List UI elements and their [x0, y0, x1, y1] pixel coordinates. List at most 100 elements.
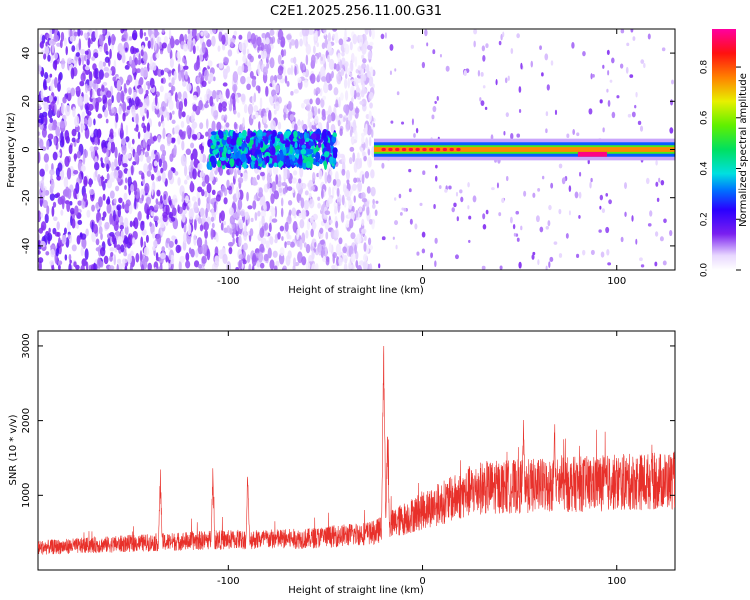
spectrogram-cell: [128, 36, 133, 41]
spectrogram-cell: [545, 265, 548, 270]
spectrogram-cell: [565, 233, 569, 239]
spectrogram-cell: [199, 207, 205, 217]
spectrogram-cell: [152, 135, 158, 142]
spectrogram-cell: [245, 135, 251, 144]
spectrogram-cell: [286, 34, 292, 41]
spectrogram-cell: [278, 160, 284, 167]
colorbar: 0.0 0.2 0.4 0.6 0.8 Normalized spectral ampl…: [700, 29, 749, 277]
spectrogram-cell: [311, 221, 317, 230]
spectrogram-cell: [106, 179, 113, 189]
spectrogram-cell: [149, 77, 155, 89]
spectrogram-cell: [310, 228, 314, 238]
spectrogram-cell: [49, 73, 53, 78]
spectrogram-cell: [125, 124, 129, 136]
spectrogram-cell: [184, 164, 188, 177]
spectrogram-cell: [332, 254, 336, 264]
spectrogram-cell: [369, 263, 373, 270]
spectrogram-cell: [289, 145, 293, 155]
spectrogram-cell: [130, 164, 134, 176]
spectrogram-cell: [281, 236, 284, 241]
spectrogram-cell: [55, 247, 59, 257]
spectrogram-cell: [308, 29, 314, 35]
spectrogram-cell: [444, 189, 448, 193]
spectrogram-cell: [259, 262, 265, 269]
spectrogram-cell: [361, 151, 366, 157]
spectrogram-cell: [434, 237, 438, 244]
spectrogram-cell: [74, 115, 80, 128]
spectrogram-cell: [545, 128, 548, 134]
spectrogram-cell: [271, 207, 276, 218]
spectrogram-cell: [253, 105, 259, 113]
spectrogram-cell: [238, 218, 244, 230]
spectrogram-cell: [349, 146, 355, 152]
spectrogram-cell: [81, 258, 87, 267]
spectrogram-cell: [73, 31, 79, 37]
spectrogram-cell: [46, 33, 50, 39]
spectrogram-cell: [79, 80, 85, 87]
spectrogram-x-tick-label: 100: [607, 276, 626, 287]
spectrogram-cell: [356, 78, 361, 83]
spectrogram-cell: [38, 239, 41, 245]
spectrogram-cell: [140, 263, 145, 270]
spectrogram-cell: [161, 42, 167, 49]
spectrogram-cell: [340, 92, 344, 101]
spectrogram-cell: [240, 153, 247, 163]
spectrogram-cell: [54, 76, 58, 89]
spectrogram-cell: [363, 155, 367, 162]
spectrogram-cell: [57, 260, 63, 266]
spectrogram-cell: [355, 158, 362, 170]
spectrogram-cell: [157, 266, 161, 270]
spectrogram-cell: [240, 93, 246, 103]
spectrogram-cell: [163, 67, 170, 73]
spectrogram-cell: [513, 232, 517, 237]
spectrogram-cell: [140, 188, 146, 199]
spectrogram-cell: [159, 50, 164, 55]
spectrogram-cell: [154, 107, 160, 115]
spectrogram-cell: [100, 232, 103, 241]
spectrogram-cell: [231, 92, 236, 100]
spectrogram-cell: [242, 117, 245, 128]
spectrogram-cell: [128, 87, 132, 96]
spectrogram-cell: [44, 72, 49, 80]
spectrogram-cell: [327, 40, 332, 52]
spectrogram-cell: [179, 255, 185, 263]
spectrogram-cell: [156, 170, 161, 177]
spectrogram-cell: [146, 156, 151, 164]
spectrogram-cell: [69, 200, 73, 206]
spectrogram-cell: [88, 71, 93, 82]
spectrogram-cell: [135, 48, 139, 53]
spectrogram-cell: [354, 56, 358, 67]
spectrogram-cell: [659, 236, 664, 242]
spectrogram-cell: [102, 61, 107, 67]
spectrogram-cell: [355, 260, 359, 269]
spectrogram-cell: [607, 70, 610, 76]
spectrogram-cell: [40, 50, 45, 55]
spectrogram-cell: [183, 231, 187, 244]
spectrogram-cell: [63, 176, 69, 188]
spectrogram-x-label: Height of straight line (km): [288, 285, 424, 296]
spectrogram-cell: [124, 236, 129, 245]
spectrogram-cell: [274, 205, 278, 218]
spectrogram-cell: [89, 188, 95, 196]
spectrogram-cell: [166, 133, 172, 145]
spectrogram-cell: [394, 220, 399, 226]
spectrogram-cell: [243, 242, 248, 251]
spectrogram-cell: [338, 38, 344, 46]
spectrogram-cell: [50, 244, 55, 249]
spectrogram-cell: [359, 42, 362, 47]
spectrogram-cell: [272, 79, 276, 90]
spectrogram-cell: [111, 107, 115, 114]
spectrogram-cell: [102, 146, 107, 154]
spectrogram-cell: [294, 123, 298, 132]
spectrogram-cell: [83, 175, 88, 187]
spectrogram-cell: [611, 57, 615, 64]
spectrogram-cell: [495, 79, 498, 86]
spectrogram-cell: [309, 98, 313, 105]
spectrogram-y-ticks: -40 -20 0 20 40: [21, 47, 675, 254]
spectrogram-cell: [144, 107, 148, 114]
spectrogram-cell: [143, 246, 150, 257]
spectrogram-cell: [620, 236, 624, 243]
spectrogram-cell: [247, 103, 254, 116]
spectrogram-cell: [98, 46, 103, 52]
spectrogram-cell: [103, 66, 110, 72]
